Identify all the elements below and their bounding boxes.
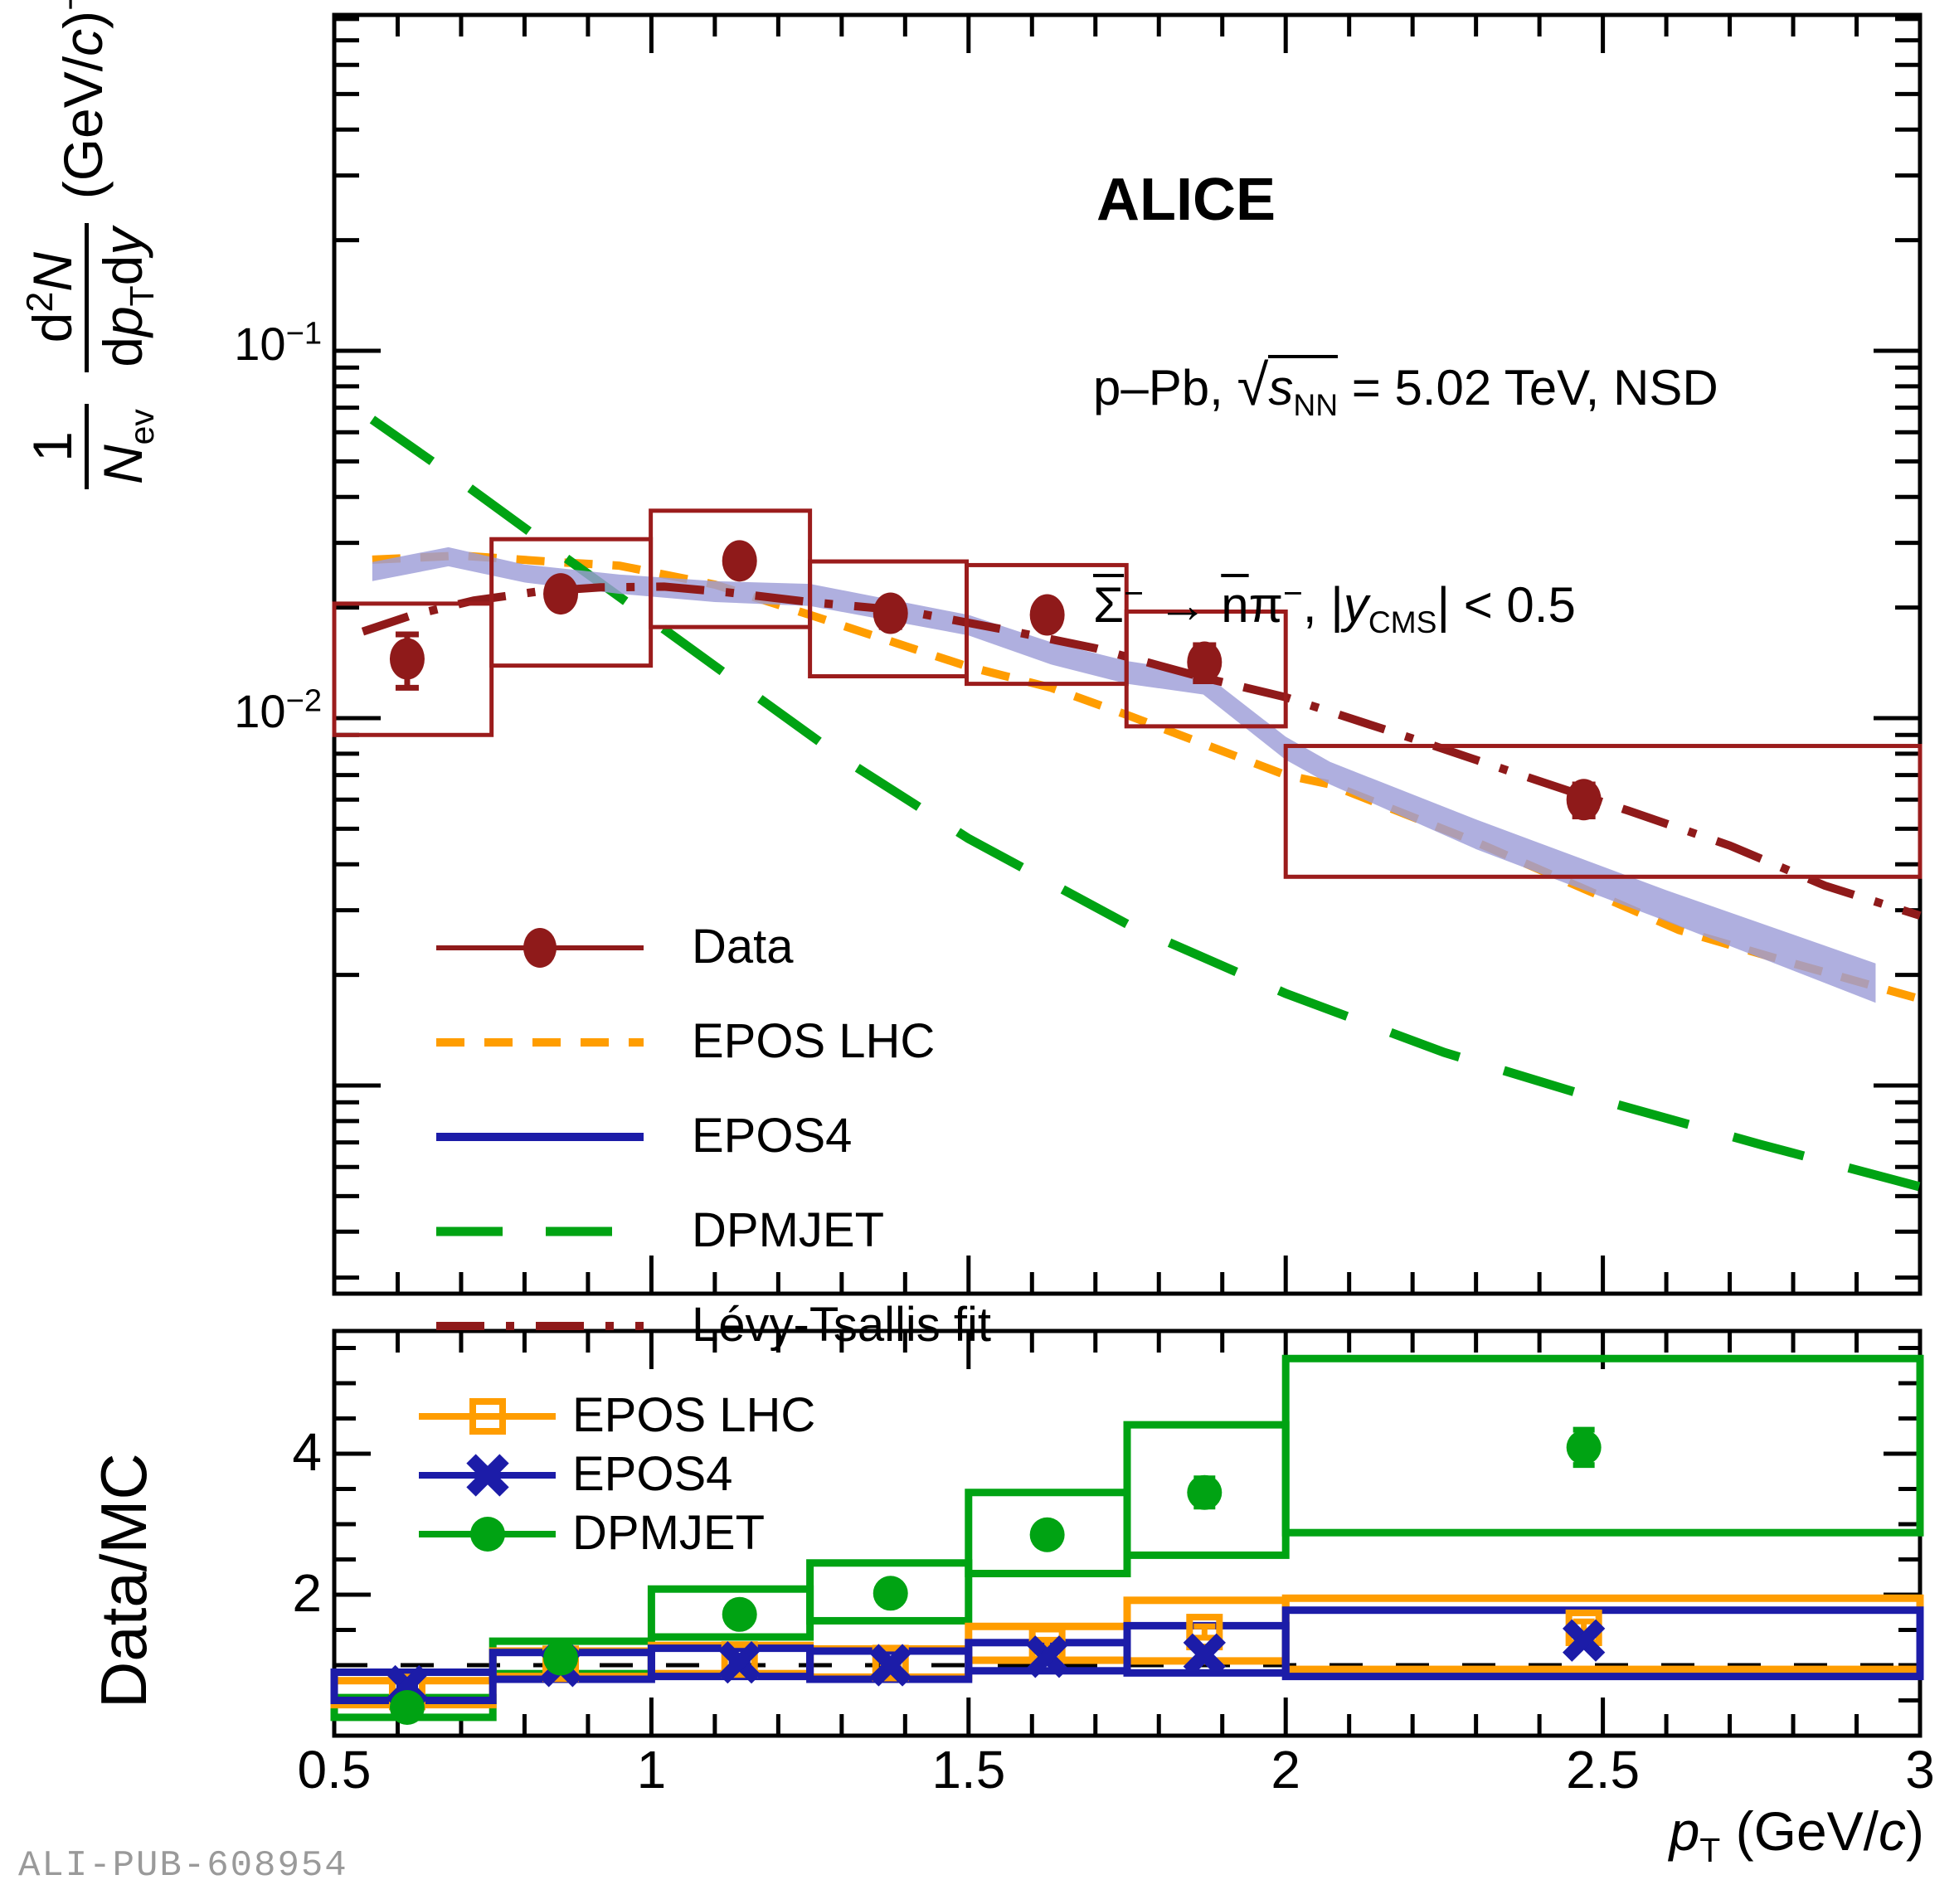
syst-box (332, 601, 494, 737)
legend-label-0: Data (692, 920, 794, 974)
decay-channel-label: Σ− → nπ−, |yCMS| < 0.5 (1093, 574, 1576, 639)
y-tick-label: 10−2 (234, 683, 322, 737)
ratio-syst-box-epos4 (1281, 1606, 1924, 1681)
levy-tsallis-curve (361, 582, 1922, 920)
ratio-marker-square (469, 1398, 506, 1435)
ratio-marker-circle (722, 1596, 757, 1632)
ratio-y-tick-label: 2 (292, 1563, 322, 1623)
ratio-marker-circle (873, 1576, 908, 1611)
dpmjet-curve (369, 415, 1922, 1192)
legend-label-2: EPOS4 (692, 1109, 853, 1163)
ratio-syst-box-dpmjet (806, 1559, 973, 1625)
data-point (873, 592, 908, 634)
data-point (1187, 641, 1223, 683)
experiment-title: ALICE (1096, 167, 1276, 233)
ratio-marker-x (1025, 1635, 1069, 1678)
ratio-y-tick-label: 4 (292, 1422, 322, 1482)
collision-system-label: p–Pb, √sNN = 5.02 TeV, NSD (1093, 353, 1718, 422)
x-tick-label: 1 (636, 1740, 667, 1800)
x-tick-label: 2 (1271, 1740, 1300, 1800)
ratio-marker-x (718, 1640, 761, 1684)
x-axis-title: pT (GeV/c) (1669, 1800, 1924, 1870)
ratio-marker-square (872, 1644, 909, 1682)
y-tick-label: 10−1 (234, 316, 322, 370)
ratio-marker-circle (389, 1690, 425, 1725)
ratio-legend-label-1: EPOS4 (572, 1447, 733, 1501)
legend-label-3: DPMJET (692, 1203, 884, 1257)
ratio-y-axis-title: Data/MC (87, 1453, 160, 1708)
x-tick-label: 3 (1905, 1740, 1935, 1800)
legend-marker-data (523, 928, 557, 968)
ratio-marker-square (721, 1641, 758, 1678)
ratio-legend-label-0: EPOS LHC (572, 1388, 816, 1442)
data-point (1029, 594, 1065, 636)
ratio-syst-box-dpmjet (1281, 1354, 1924, 1537)
ratio-marker-x (1562, 1619, 1606, 1662)
legend-label-4: Lévy-Tsallis fit (692, 1298, 991, 1352)
ratio-marker-circle (470, 1517, 505, 1552)
x-tick-label: 0.5 (297, 1740, 372, 1800)
ratio-marker-x (1183, 1633, 1226, 1676)
ratio-marker-x (869, 1644, 912, 1687)
ratio-marker-circle (543, 1640, 579, 1676)
legend-label-1: EPOS LHC (692, 1014, 936, 1068)
data-point (722, 540, 757, 582)
ratio-marker-circle (1187, 1474, 1223, 1510)
x-tick-label: 1.5 (931, 1740, 1006, 1800)
data-point (1566, 779, 1602, 821)
syst-box (1124, 610, 1288, 729)
figure-id-watermark: ALI-PUB-608954 (18, 1845, 348, 1887)
ratio-marker-circle (1566, 1430, 1602, 1465)
ratio-legend-label-2: DPMJET (572, 1506, 765, 1560)
ratio-marker-circle (1029, 1517, 1065, 1552)
ratio-marker-x (466, 1454, 509, 1497)
data-point (543, 573, 579, 615)
x-tick-label: 2.5 (1566, 1740, 1641, 1800)
syst-box (1283, 744, 1923, 879)
data-point (389, 638, 425, 680)
